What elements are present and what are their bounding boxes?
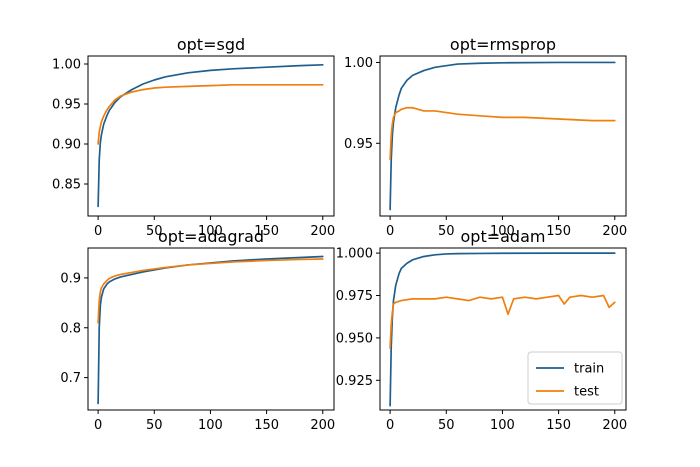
x-tick-label: 200 — [310, 224, 335, 239]
subplot-title: opt=adagrad — [158, 227, 264, 246]
x-tick-label: 150 — [254, 418, 279, 433]
y-tick-label: 0.9 — [60, 271, 81, 286]
x-tick-label: 100 — [198, 418, 223, 433]
axes-frame — [379, 55, 627, 217]
legend-label-test: test — [574, 385, 599, 400]
x-tick-label: 150 — [546, 418, 571, 433]
series-line-test — [97, 83, 324, 145]
y-tick-label: 1.000 — [336, 247, 373, 262]
x-tick-label: 200 — [602, 418, 627, 433]
subplot-0: opt=sgd 0 50 100 150 200 0.85 0.90 0.95 1.00 — [52, 35, 335, 239]
x-tick-label: 100 — [490, 418, 515, 433]
subplot-title: opt=adam — [461, 227, 546, 246]
legend: train test — [527, 351, 623, 405]
x-tick-label: 150 — [546, 224, 571, 239]
subplot-1: opt=rmsprop 0 50 100 150 200 0.95 1.00 — [344, 35, 627, 239]
x-tick-label: 0 — [386, 418, 394, 433]
x-tick-label: 50 — [438, 224, 455, 239]
y-tick-label: 0.925 — [336, 374, 373, 389]
y-tick-label: 0.975 — [336, 289, 373, 304]
y-tick-label: 0.95 — [52, 98, 81, 113]
axes-frame — [87, 247, 335, 411]
x-tick-label: 50 — [146, 224, 163, 239]
x-tick-label: 200 — [602, 224, 627, 239]
series-line-test — [389, 106, 616, 161]
axes-frame — [379, 247, 627, 411]
series-line-test — [389, 294, 616, 349]
y-tick-label: 0.95 — [344, 137, 373, 152]
subplot-3: opt=adam 0 50 100 150 200 0.925 0.950 0.975 1.000… — [336, 227, 627, 433]
subplot-title: opt=sgd — [177, 35, 245, 54]
legend-label-train: train — [574, 362, 604, 377]
y-tick-label: 1.00 — [52, 58, 81, 73]
y-tick-label: 0.7 — [60, 371, 81, 386]
x-tick-label: 0 — [386, 224, 394, 239]
subplot-title: opt=rmsprop — [450, 35, 556, 54]
subplot-2: opt=adagrad 0 50 100 150 200 0.7 0.8 0.9 — [60, 227, 335, 433]
x-tick-label: 50 — [146, 418, 163, 433]
y-tick-label: 0.85 — [52, 178, 81, 193]
y-tick-label: 0.950 — [336, 331, 373, 346]
axes-frame — [87, 55, 335, 217]
x-tick-label: 100 — [198, 224, 223, 239]
series-line-train — [97, 255, 324, 405]
x-tick-label: 0 — [94, 224, 102, 239]
x-tick-label: 50 — [438, 418, 455, 433]
x-tick-label: 100 — [490, 224, 515, 239]
series-line-train — [389, 61, 616, 211]
y-tick-label: 1.00 — [344, 56, 373, 71]
x-tick-label: 200 — [310, 418, 335, 433]
series-line-test — [97, 258, 324, 324]
y-tick-label: 0.8 — [60, 321, 81, 336]
x-tick-label: 0 — [94, 418, 102, 433]
y-tick-label: 0.90 — [52, 138, 81, 153]
x-tick-label: 150 — [254, 224, 279, 239]
series-line-train — [97, 63, 324, 208]
